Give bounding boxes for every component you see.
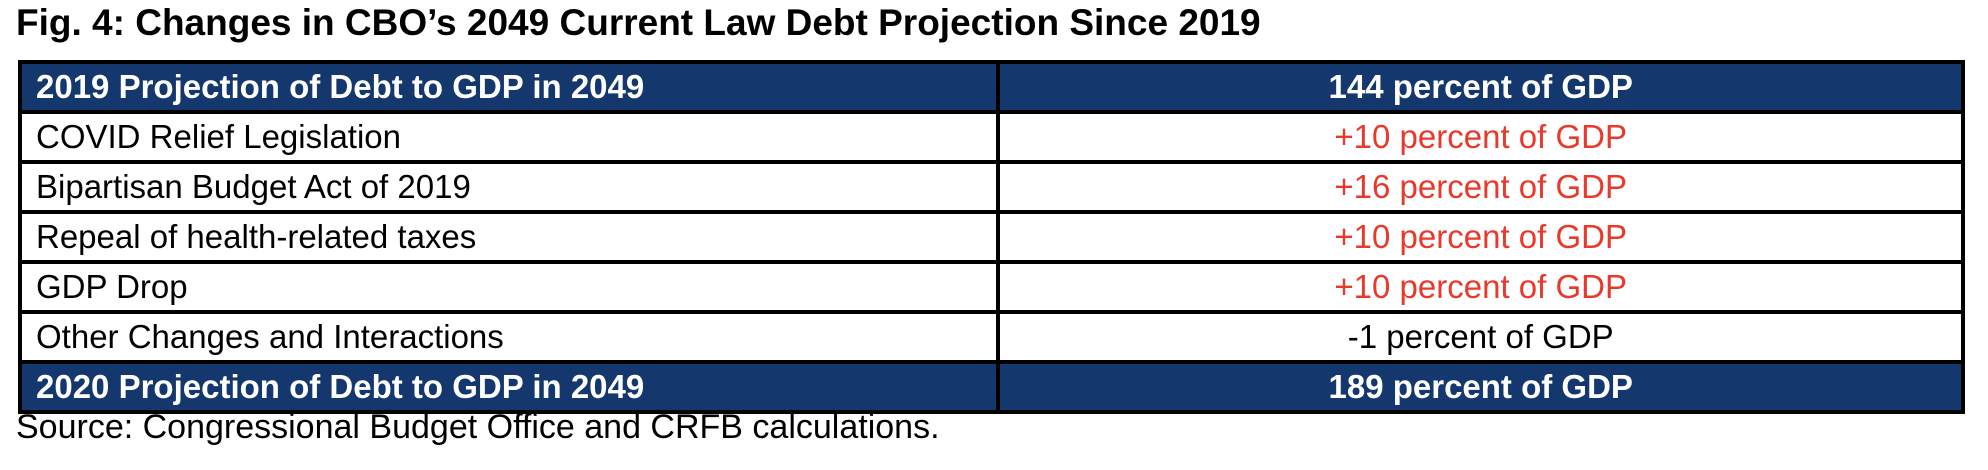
row-value: +10 percent of GDP — [996, 210, 1965, 264]
row-value: +10 percent of GDP — [996, 110, 1965, 164]
table-row: Other Changes and Interactions -1 percen… — [17, 310, 1965, 364]
table-row: Bipartisan Budget Act of 2019 +16 percen… — [17, 160, 1965, 214]
debt-projection-table: 2019 Projection of Debt to GDP in 2049 1… — [17, 60, 1965, 414]
table-row: Repeal of health-related taxes +10 perce… — [17, 210, 1965, 264]
row-label: Other Changes and Interactions — [17, 310, 1001, 364]
table-row: 2019 Projection of Debt to GDP in 2049 1… — [17, 60, 1965, 114]
row-label: 2020 Projection of Debt to GDP in 2049 — [17, 360, 1001, 414]
row-label: Bipartisan Budget Act of 2019 — [17, 160, 1001, 214]
table-row: 2020 Projection of Debt to GDP in 2049 1… — [17, 360, 1965, 414]
row-value: 144 percent of GDP — [996, 60, 1965, 114]
source-note: Source: Congressional Budget Office and … — [16, 408, 940, 446]
row-value: +16 percent of GDP — [996, 160, 1965, 214]
row-value: -1 percent of GDP — [996, 310, 1965, 364]
table-row: GDP Drop +10 percent of GDP — [17, 260, 1965, 314]
row-label: 2019 Projection of Debt to GDP in 2049 — [17, 60, 1001, 114]
table-row: COVID Relief Legislation +10 percent of … — [17, 110, 1965, 164]
row-value: 189 percent of GDP — [996, 360, 1965, 414]
figure-title: Fig. 4: Changes in CBO’s 2049 Current La… — [16, 2, 1261, 43]
row-value: +10 percent of GDP — [996, 260, 1965, 314]
row-label: COVID Relief Legislation — [17, 110, 1001, 164]
row-label: GDP Drop — [17, 260, 1001, 314]
row-label: Repeal of health-related taxes — [17, 210, 1001, 264]
